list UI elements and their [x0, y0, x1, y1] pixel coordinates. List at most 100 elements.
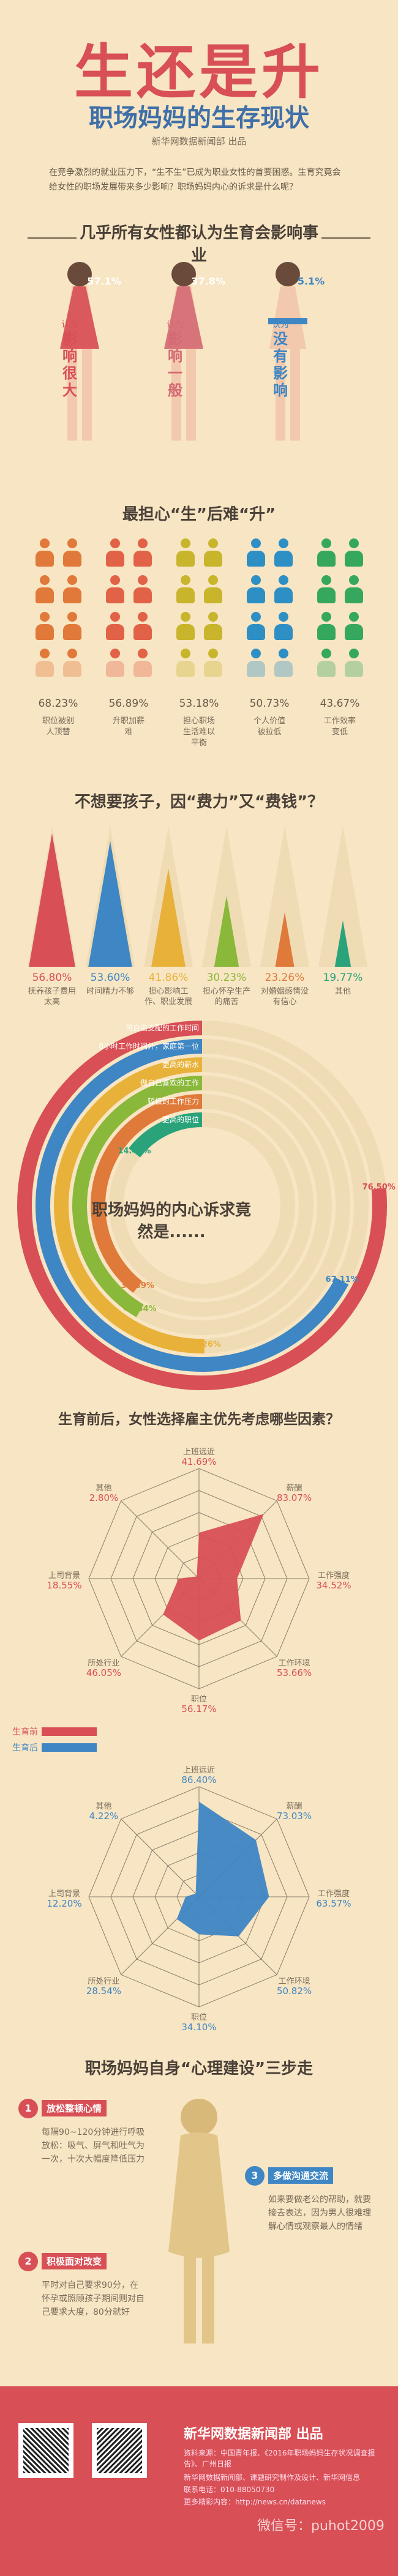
section5-title: 生育前后，女性选择雇主优先考虑哪些因素？: [58, 1412, 340, 1428]
section6-title: 职场妈妈自身“心理建设”三步走: [84, 2060, 314, 2078]
person-icon: [104, 612, 126, 640]
s2-label-3: 个人价值被拉低: [253, 717, 285, 737]
radar-before: [88, 1468, 310, 1689]
s2-pct-0: 68.23%: [38, 698, 78, 710]
person-icon: [245, 575, 267, 603]
s2-pct-3: 50.73%: [249, 698, 290, 710]
s2-icons-3: [239, 538, 300, 691]
triangle-bar: [334, 920, 351, 967]
footer-link[interactable]: 更多精彩内容：http://news.cn/datanews: [184, 2498, 326, 2506]
s1-prefix-1: 认为: [61, 320, 78, 330]
s4-label-0: 可自由支配的工作时间: [125, 1024, 199, 1032]
pregnant-woman-figure: [168, 2099, 230, 2343]
step-heading: 放松整顿心情: [42, 2100, 107, 2116]
ring-arc: [36, 1039, 349, 1372]
s4-label-2: 更高的薪水: [162, 1060, 199, 1069]
s2-label-2: 担心职场生活难以平衡: [182, 717, 215, 748]
s4-pct-5: 14.49%: [118, 1147, 151, 1156]
step-number-badge: 1: [18, 2099, 38, 2118]
person-icon: [245, 538, 267, 567]
s3-label-0: 抚养孩子费用太高: [28, 987, 76, 1007]
s3-pct-3: 30.23%: [206, 972, 247, 984]
s3-pct-4: 23.26%: [265, 972, 305, 984]
radar-axis: [121, 1500, 200, 1579]
triangle-bar: [29, 833, 75, 967]
footer-contact: 联系电话：010-88050730: [184, 2485, 275, 2494]
radar-label-0: 上班远近: [182, 1448, 215, 1457]
person-icon: [315, 612, 337, 640]
person-icon: [272, 612, 295, 640]
qr-code-2: [92, 2423, 147, 2478]
person-icon: [175, 538, 197, 567]
person-icon: [202, 538, 224, 567]
s3-label-4: 对婚姻感情没有信心: [260, 987, 309, 1007]
radar-pct-2: 34.52%: [316, 1580, 351, 1591]
section3: 不想要孩子，因“费力”又“费钱”？ 56.80% 抚养孩子费用太高 53.60% 时间…: [0, 789, 398, 1034]
watermark: 微信号：puhot2009: [257, 2518, 385, 2534]
radar-pct-2: 63.57%: [316, 1898, 351, 1909]
page-title: 生还是升: [74, 38, 324, 106]
person-icon: [34, 649, 56, 677]
section6: 职场妈妈自身“心理建设”三步走 1 放松整顿心情每隔90~120分钟进行呼吸放松：…: [0, 2056, 398, 2374]
radar-label-3: 工作环境: [278, 1976, 310, 1986]
s2-icons-4: [309, 538, 370, 691]
person-icon: [175, 612, 197, 640]
s2-label-1: 升职加薪难: [112, 717, 145, 737]
person-icon: [202, 649, 224, 677]
s4-pct-3: 41.54%: [123, 1305, 157, 1314]
section4: 职场妈妈的内心诉求竟然是...... 可自由支配的工作时间 76.50% 8小时工作…: [0, 1016, 398, 1444]
triangle-bar: [151, 868, 186, 967]
person-icon: [61, 538, 83, 567]
step-number-badge: 3: [245, 2166, 265, 2186]
aspirations-ring-chart: [17, 1021, 387, 1390]
footer: 新华网数据新闻部 出品 资料来源：中国青年报、《2016年职场妈妈生存状况调查报…: [0, 2386, 398, 2576]
radar-label-2: 工作强度: [317, 1889, 350, 1899]
radar-pct-3: 50.82%: [276, 1985, 312, 1997]
footer-source: 资料来源：中国青年报、《2016年职场妈妈生存状况调查报告》、广州日报: [184, 2449, 375, 2468]
radar-label-7: 其他: [96, 1802, 112, 1812]
person-icon: [343, 612, 365, 640]
person-icon: [104, 649, 126, 677]
radar-area: [163, 1514, 264, 1641]
radar-axis: [121, 1818, 200, 1897]
legend-item-before: 生育前: [12, 1725, 97, 1738]
legend-swatch-before: [42, 1727, 97, 1736]
radar-label-3: 工作环境: [278, 1658, 310, 1668]
s2-label-4: 工作效率变低: [323, 717, 356, 737]
radar-label-2: 工作强度: [317, 1571, 350, 1580]
person-icon: [175, 649, 197, 677]
s3-pct-2: 41.86%: [148, 972, 189, 984]
s2-icons-0: [28, 538, 89, 691]
woman-figure-3: [268, 262, 307, 441]
s3-pct-1: 53.60%: [90, 972, 130, 984]
person-icon: [132, 612, 154, 640]
triangle-bar: [275, 912, 295, 967]
radar-pct-0: 41.69%: [181, 1456, 217, 1467]
s3-pct-0: 56.80%: [32, 972, 72, 984]
s4-label-4: 较低的工作压力: [147, 1097, 199, 1106]
ring-arc: [17, 1021, 387, 1390]
s1-label-1: 影响很大: [62, 330, 77, 399]
s4-label-3: 做自己喜欢的工作: [140, 1079, 199, 1087]
person-icon: [315, 575, 337, 603]
s2-pct-4: 43.67%: [320, 698, 360, 710]
step-text: 每隔90~120分钟进行呼吸放松：吸气、屏气和吐气为一次，十次大幅度降低压力: [42, 2127, 145, 2164]
radar-label-7: 其他: [96, 1484, 112, 1494]
section2-title: 最担心“生”后难“升”: [122, 505, 276, 524]
radar-pct-4: 56.17%: [181, 1703, 217, 1714]
section4-title: 职场妈妈的内心诉求竟然是......: [92, 1201, 252, 1241]
person-icon: [132, 538, 154, 567]
radar-pct-7: 2.80%: [89, 1492, 119, 1504]
s3-label-2: 担心影响工作、职业发展: [144, 987, 192, 1007]
radar-pct-5: 28.54%: [86, 1985, 122, 1997]
person-icon: [132, 575, 154, 603]
footer-brand: 新华网数据新闻部 出品: [184, 2427, 323, 2442]
radar-label-6: 上司背景: [48, 1571, 80, 1580]
person-icon: [245, 612, 267, 640]
s4-pct-4: 39.39%: [121, 1281, 154, 1290]
ring-arc: [53, 1057, 205, 1353]
person-icon: [272, 649, 295, 677]
person-icon: [202, 575, 224, 603]
s3-label-1: 时间精力不够: [86, 987, 134, 996]
person-icon: [104, 575, 126, 603]
